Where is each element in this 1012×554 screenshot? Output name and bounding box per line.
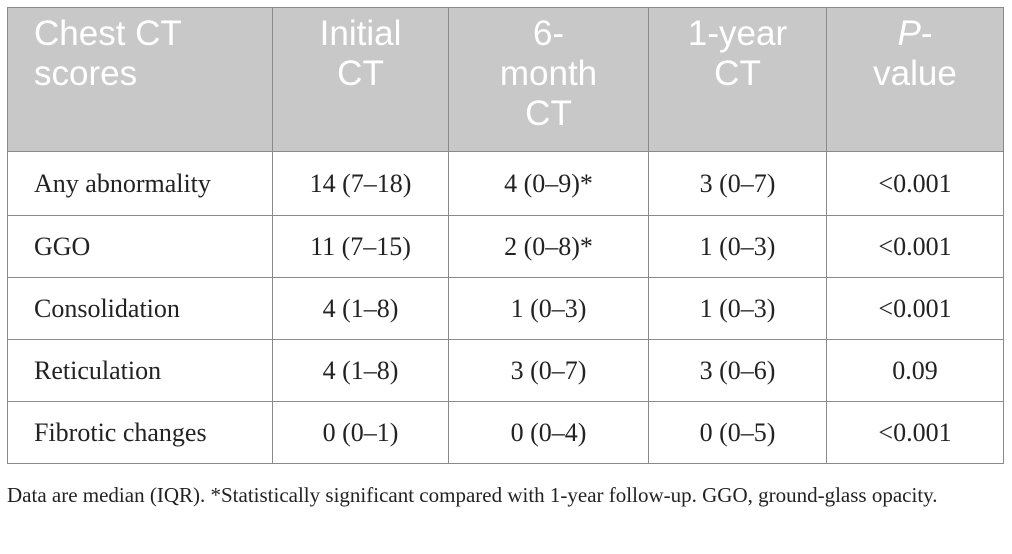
cell-1-year-ct: 3 (0–7) [648, 151, 827, 216]
cell-p-value: 0.09 [826, 339, 1004, 402]
header-p-rest: -value [873, 14, 957, 93]
cell-6-month-ct: 3 (0–7) [448, 339, 649, 402]
cell-p-value: <0.001 [826, 401, 1004, 464]
header-chest-ct-scores: Chest CT scores [7, 7, 273, 152]
header-chest-ct-scores-text: Chest CT scores [34, 14, 182, 93]
row-label: Consolidation [7, 277, 273, 340]
cell-6-month-ct: 2 (0–8)* [448, 215, 649, 278]
header-6-month-ct-text: 6-month CT [499, 14, 598, 133]
cell-initial-ct: 0 (0–1) [272, 401, 449, 464]
table-row: Fibrotic changes 0 (0–1) 0 (0–4) 0 (0–5)… [7, 401, 1004, 464]
table-header: Chest CT scores Initial CT 6-month CT 1-… [7, 7, 1004, 152]
cell-initial-ct: 14 (7–18) [272, 151, 449, 216]
header-p-value: P-value [826, 7, 1004, 152]
cell-initial-ct: 4 (1–8) [272, 339, 449, 402]
cell-1-year-ct: 3 (0–6) [648, 339, 827, 402]
header-row: Chest CT scores Initial CT 6-month CT 1-… [7, 7, 1004, 152]
row-label: Any abnormality [7, 151, 273, 216]
header-1-year-ct: 1-year CT [648, 7, 827, 152]
ct-scores-table-container: Chest CT scores Initial CT 6-month CT 1-… [7, 7, 1004, 464]
table-row: Consolidation 4 (1–8) 1 (0–3) 1 (0–3) <0… [7, 277, 1004, 340]
header-initial-ct-text: Initial CT [319, 14, 402, 93]
header-1-year-ct-text: 1-year CT [687, 14, 788, 93]
cell-6-month-ct: 1 (0–3) [448, 277, 649, 340]
table-body: Any abnormality 14 (7–18) 4 (0–9)* 3 (0–… [7, 151, 1004, 464]
cell-6-month-ct: 4 (0–9)* [448, 151, 649, 216]
header-6-month-ct: 6-month CT [448, 7, 649, 152]
ct-scores-table: Chest CT scores Initial CT 6-month CT 1-… [7, 7, 1004, 464]
cell-1-year-ct: 1 (0–3) [648, 215, 827, 278]
cell-6-month-ct: 0 (0–4) [448, 401, 649, 464]
header-p-value-text: P-value [860, 14, 970, 94]
table-row: Any abnormality 14 (7–18) 4 (0–9)* 3 (0–… [7, 151, 1004, 216]
header-p-italic: P [897, 14, 921, 53]
header-initial-ct: Initial CT [272, 7, 449, 152]
cell-initial-ct: 4 (1–8) [272, 277, 449, 340]
cell-p-value: <0.001 [826, 277, 1004, 340]
cell-p-value: <0.001 [826, 151, 1004, 216]
row-label: GGO [7, 215, 273, 278]
row-label: Fibrotic changes [7, 401, 273, 464]
table-footnote: Data are median (IQR). *Statistically si… [7, 483, 938, 507]
table-row: Reticulation 4 (1–8) 3 (0–7) 3 (0–6) 0.0… [7, 339, 1004, 402]
cell-1-year-ct: 1 (0–3) [648, 277, 827, 340]
cell-initial-ct: 11 (7–15) [272, 215, 449, 278]
cell-1-year-ct: 0 (0–5) [648, 401, 827, 464]
cell-p-value: <0.001 [826, 215, 1004, 278]
row-label: Reticulation [7, 339, 273, 402]
table-row: GGO 11 (7–15) 2 (0–8)* 1 (0–3) <0.001 [7, 215, 1004, 278]
